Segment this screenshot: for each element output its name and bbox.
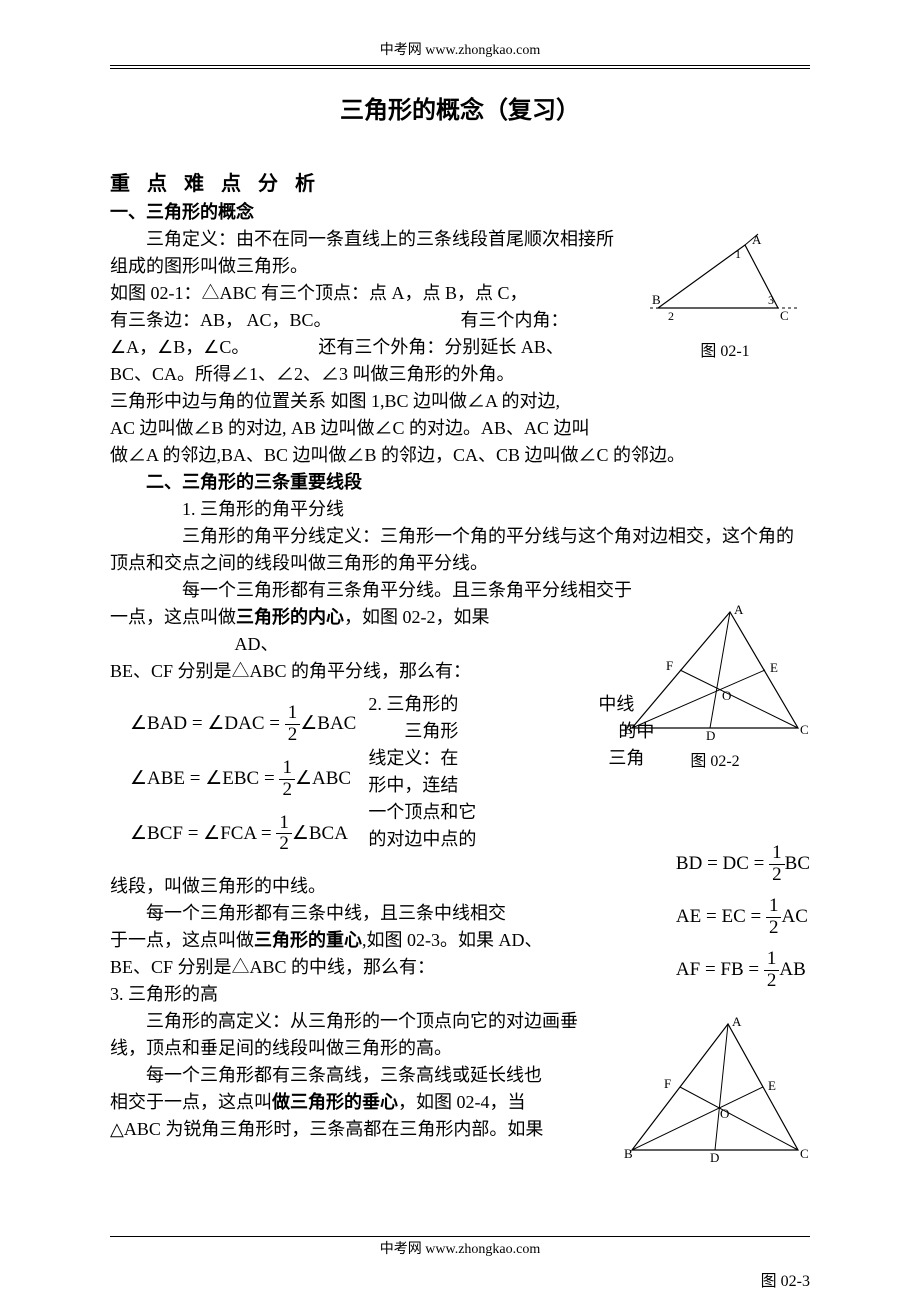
header-rule-2 <box>110 68 810 69</box>
footer-url: www.zhongkao.com <box>425 1242 540 1257</box>
header-url: www.zhongkao.com <box>425 43 540 58</box>
section-1-title: 一、三角形的概念 <box>110 199 810 226</box>
header-site: 中考网 <box>380 43 422 58</box>
analysis-heading: 重 点 难 点 分 析 <box>110 169 810 199</box>
equation-columns: ∠BAD = ∠DAC = 12∠BAC ∠ABE = ∠EBC = 12∠AB… <box>110 691 610 867</box>
svg-text:2: 2 <box>668 309 674 323</box>
svg-text:D: D <box>710 1150 719 1162</box>
s2-sub1-def: 三角形的角平分线定义：三角形一个角的平分线与这个角对边相交，这个角的顶点和交点之… <box>110 523 810 577</box>
svg-text:A: A <box>752 232 762 247</box>
svg-text:C: C <box>800 722 809 737</box>
svg-text:D: D <box>706 728 715 740</box>
s1-p2f: BC、CA。所得∠1、∠2、∠3 叫做三角形的外角。 <box>110 361 810 388</box>
svg-text:A: A <box>734 602 744 617</box>
svg-text:F: F <box>666 658 673 673</box>
svg-text:C: C <box>780 308 789 323</box>
header-rule-1 <box>110 65 810 66</box>
svg-text:B: B <box>624 1146 633 1161</box>
section-2-title: 二、三角形的三条重要线段 <box>110 469 810 496</box>
svg-text:O: O <box>720 1106 729 1121</box>
eq-bd: BD = DC = 12BC <box>676 843 810 886</box>
svg-text:1: 1 <box>735 247 741 261</box>
left-equations: ∠BAD = ∠DAC = 12∠BAC ∠ABE = ∠EBC = 12∠AB… <box>110 691 356 867</box>
eq-ae: AE = EC = 12AC <box>676 896 810 939</box>
svg-text:3: 3 <box>768 293 774 307</box>
svg-text:E: E <box>770 660 778 675</box>
svg-text:C: C <box>800 1146 809 1161</box>
orthocenter-term: 做三角形的垂心 <box>272 1092 398 1112</box>
doc-title: 三角形的概念（复习） <box>110 93 810 129</box>
s1-p3: 三角形中边与角的位置关系 如图 1,BC 边叫做∠A 的对边, <box>110 388 810 415</box>
footer-site: 中考网 <box>380 1242 422 1257</box>
svg-text:O: O <box>722 688 731 703</box>
figure-02-1-caption: 图 02-1 <box>640 340 810 364</box>
eq-bad: ∠BAD = ∠DAC = 12∠BAC <box>130 703 356 746</box>
eq-bcf: ∠BCF = ∠FCA = 12∠BCA <box>130 813 356 856</box>
s1-p4: AC 边叫做∠B 的对边, AB 边叫做∠C 的对边。AB、AC 边叫 <box>110 415 810 442</box>
incenter-term: 三角形的内心 <box>236 607 344 627</box>
svg-text:A: A <box>732 1014 742 1029</box>
svg-text:B: B <box>652 292 661 307</box>
right-equations: BD = DC = 12BC AE = EC = 12AC AF = FB = … <box>676 833 810 1001</box>
figure-02-3-caption: 图 02-3 <box>761 1270 810 1294</box>
s1-p5: 做∠A 的邻边,BA、BC 边叫做∠B 的邻边，CA、CB 边叫做∠C 的邻边。 <box>110 442 810 469</box>
svg-text:F: F <box>664 1076 671 1091</box>
page-header: 中考网 www.zhongkao.com <box>110 40 810 61</box>
page-footer: 中考网 www.zhongkao.com <box>110 1236 810 1260</box>
footer-rule <box>110 1236 810 1237</box>
eq-abe: ∠ABE = ∠EBC = 12∠ABC <box>130 758 356 801</box>
middle-text: 2. 三角形的中线 三角形的中 线定义：在三角 形中，连结 一个顶点和它 的对边… <box>368 691 654 853</box>
figure-02-3: A B C F E D O <box>620 1012 810 1170</box>
s2-sub1-title: 1. 三角形的角平分线 <box>110 496 810 523</box>
eq-af: AF = FB = 12AB <box>676 949 810 992</box>
svg-text:E: E <box>768 1078 776 1093</box>
figure-02-1: A 1 B 2 C 3 图 02-1 <box>640 230 810 364</box>
centroid-term: 三角形的重心 <box>254 930 362 950</box>
